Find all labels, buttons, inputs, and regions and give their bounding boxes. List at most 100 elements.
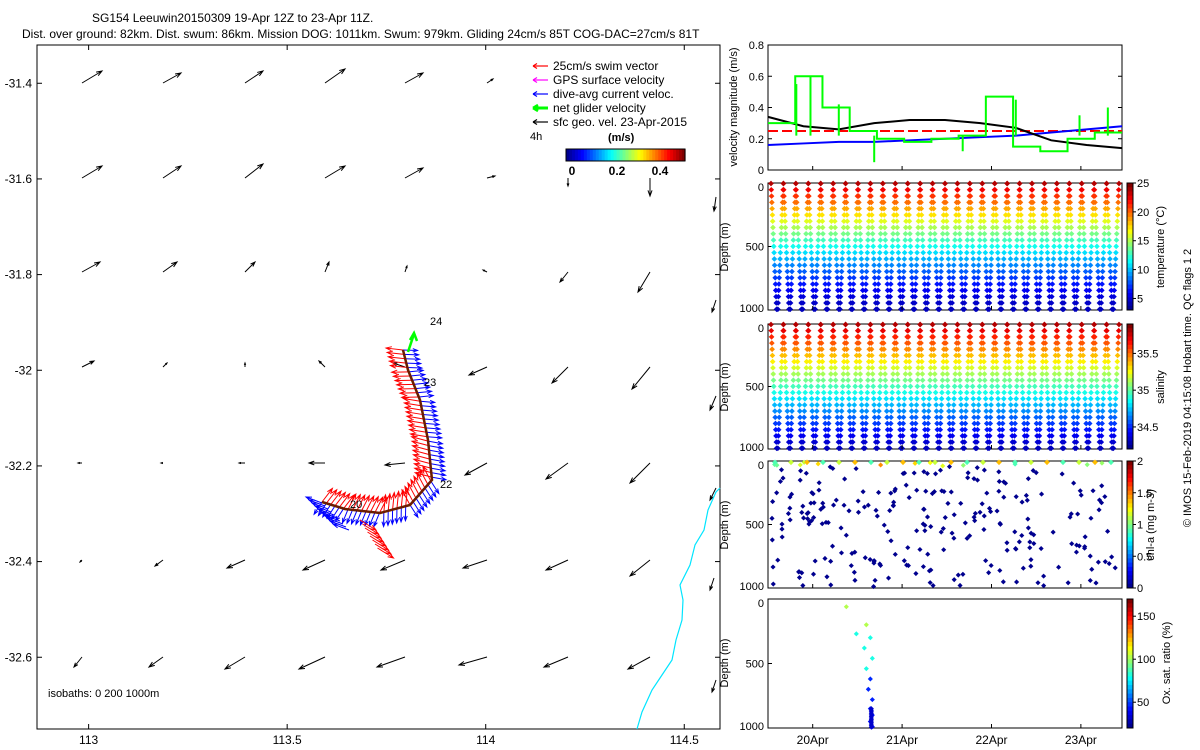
profile-marker — [830, 186, 837, 193]
chla-ylabel: Depth (m) — [719, 501, 731, 550]
profile-marker — [932, 237, 938, 243]
profile-marker — [1070, 274, 1077, 281]
profile-marker — [826, 395, 833, 402]
profile-marker — [788, 426, 794, 433]
profile-marker — [1078, 321, 1085, 328]
chla-marker — [1039, 491, 1045, 497]
profile-marker — [825, 287, 832, 294]
profile-marker — [1042, 334, 1048, 340]
profile-marker — [1050, 402, 1057, 408]
dac-vector — [418, 393, 435, 399]
profile-marker — [967, 327, 973, 334]
profile-marker — [971, 281, 978, 287]
profile-marker — [796, 268, 803, 275]
profile-marker — [807, 237, 814, 243]
profile-marker — [1114, 358, 1121, 365]
profile-marker — [817, 321, 824, 328]
colorbar-cell — [1127, 301, 1133, 307]
net-velocity-head — [408, 330, 419, 342]
profile-marker — [974, 300, 980, 306]
profile-marker — [1026, 383, 1033, 390]
velocity-y-tick-label: 0.8 — [749, 40, 764, 52]
profile-marker — [1111, 274, 1118, 281]
dac-vector — [410, 372, 427, 378]
profile-marker — [770, 377, 777, 384]
profile-marker — [1083, 274, 1089, 281]
profile-marker — [1082, 402, 1089, 408]
profile-marker — [1037, 268, 1044, 275]
profile-marker — [1046, 281, 1052, 287]
geo-arrow — [559, 271, 569, 284]
profile-marker — [1000, 262, 1007, 269]
chla-marker — [994, 508, 1000, 514]
profile-marker — [908, 402, 915, 408]
chla-marker — [914, 487, 920, 493]
profile-marker — [1066, 186, 1073, 193]
profile-marker — [1011, 300, 1018, 306]
profile-marker — [1080, 212, 1086, 218]
swim-vector — [407, 423, 426, 429]
profile-marker — [878, 224, 884, 231]
profile-marker — [968, 205, 974, 212]
profile-marker — [963, 262, 970, 269]
profile-marker — [1074, 420, 1081, 427]
chla-marker — [940, 463, 946, 469]
profile-marker — [771, 402, 778, 408]
profile-marker — [938, 262, 945, 269]
chla-marker — [1004, 547, 1010, 553]
profile-marker — [909, 274, 915, 281]
profile-marker — [874, 293, 881, 300]
colorbar-cell — [1127, 672, 1133, 677]
profile-marker — [1100, 243, 1107, 250]
profile-marker — [1079, 340, 1086, 346]
colorbar-tick-0: 0 — [569, 164, 576, 178]
profile-marker — [912, 287, 919, 294]
chla-marker — [885, 575, 892, 581]
profile-marker — [1027, 364, 1033, 371]
geo-arrow — [383, 461, 406, 467]
profile-marker — [883, 249, 889, 256]
profile-marker — [968, 346, 974, 353]
swim-vector — [362, 523, 380, 535]
profile-marker — [984, 426, 990, 433]
profile-marker — [1001, 249, 1007, 256]
chla-marker — [1102, 559, 1108, 565]
profile-marker — [981, 377, 988, 384]
profile-marker — [853, 358, 860, 365]
profile-marker — [863, 262, 870, 269]
profile-marker — [889, 395, 895, 402]
profile-marker — [1000, 395, 1007, 402]
profile-marker — [989, 377, 996, 384]
profile-marker — [925, 281, 931, 287]
profile-marker — [1057, 389, 1063, 396]
profile-marker — [1002, 371, 1008, 377]
profile-marker — [888, 274, 894, 281]
profile-marker — [944, 371, 951, 377]
chla-marker — [1019, 532, 1025, 539]
profile-marker — [771, 395, 778, 402]
profile-marker — [934, 420, 940, 427]
profile-marker — [843, 346, 850, 353]
profile-marker — [1094, 262, 1101, 269]
profile-marker — [840, 377, 846, 384]
chla-marker — [811, 515, 817, 521]
profile-marker — [1002, 358, 1009, 365]
colorbar-cell — [1127, 676, 1133, 682]
temperature-clabel: temperature (°C) — [1155, 206, 1167, 288]
profile-marker — [1042, 352, 1049, 359]
profile-marker — [1070, 402, 1076, 408]
profile-marker — [805, 321, 812, 328]
profile-marker — [1100, 383, 1107, 390]
profile-marker — [1099, 414, 1106, 421]
profile-marker — [1037, 281, 1043, 287]
colorbar-cell — [1127, 499, 1133, 504]
profile-marker — [1060, 306, 1067, 313]
profile-marker — [1061, 300, 1067, 306]
colorbar-cell — [1127, 369, 1133, 375]
depth-tick-label: 500 — [746, 520, 764, 532]
profile-marker — [1020, 262, 1027, 269]
profile-marker — [1110, 300, 1117, 306]
swim-vector — [406, 419, 425, 425]
profile-marker — [939, 237, 946, 243]
profile-marker — [1093, 230, 1100, 237]
